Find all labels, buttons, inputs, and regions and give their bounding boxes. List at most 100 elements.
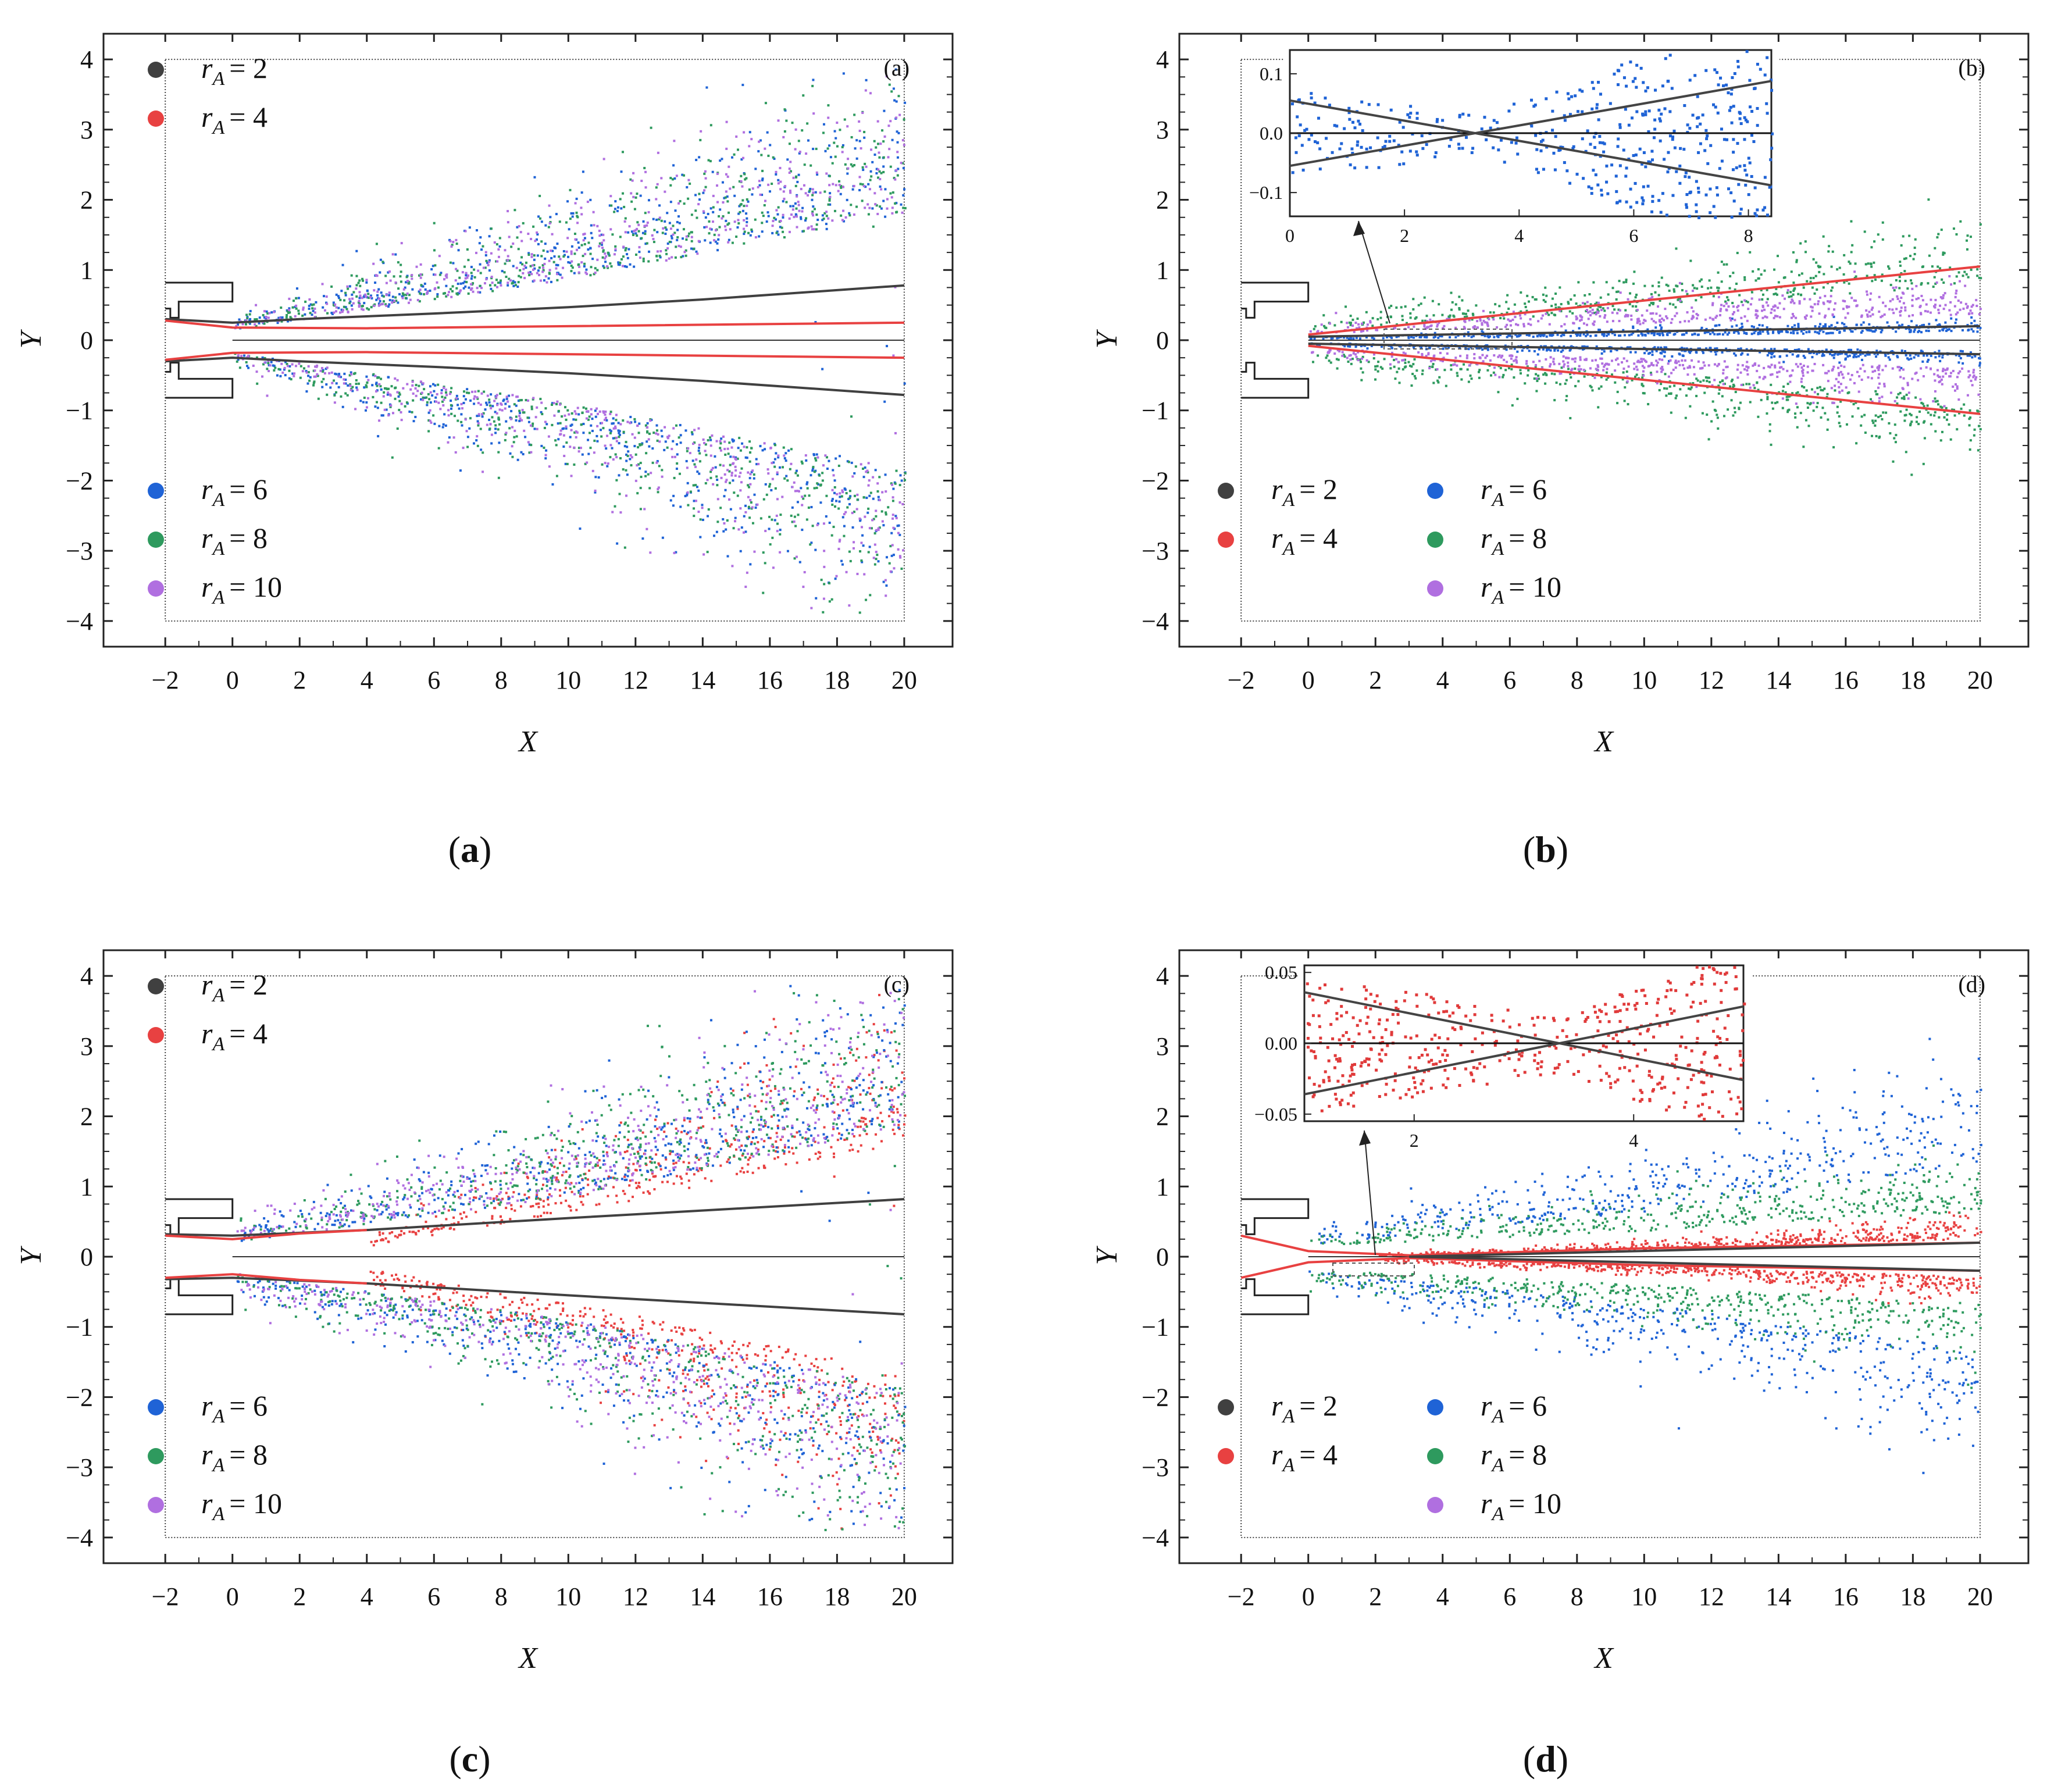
scatter-point: [1674, 306, 1677, 309]
scatter-point: [245, 319, 248, 322]
scatter-point: [777, 454, 780, 457]
scatter-point: [1792, 281, 1795, 284]
scatter-point: [811, 212, 814, 215]
scatter-point: [1550, 372, 1553, 375]
scatter-point: [657, 486, 660, 489]
scatter-point: [628, 225, 631, 228]
scatter-point: [1555, 381, 1558, 384]
scatter-point: [809, 187, 812, 190]
scatter-point: [1349, 345, 1351, 348]
scatter-point: [1611, 305, 1614, 308]
scatter-point: [684, 495, 687, 498]
scatter-point: [735, 236, 738, 238]
scatter-point: [665, 252, 668, 255]
scatter-point: [1942, 281, 1945, 284]
scatter-point: [698, 452, 701, 455]
scatter-point: [1560, 350, 1563, 353]
scatter-point: [711, 434, 714, 437]
scatter-point: [448, 393, 451, 395]
scatter-point: [455, 268, 458, 270]
scatter-point: [1557, 349, 1560, 352]
scatter-point: [1934, 411, 1937, 413]
scatter-point: [716, 242, 719, 245]
scatter-point: [870, 527, 873, 530]
scatter-point: [379, 271, 381, 274]
scatter-point: [782, 135, 785, 138]
scatter-point: [878, 170, 881, 173]
scatter-point: [235, 324, 238, 327]
scatter-point: [1521, 349, 1524, 352]
scatter-point: [479, 284, 482, 287]
scatter-point: [351, 390, 354, 393]
scatter-point: [851, 188, 854, 191]
scatter-point: [1731, 325, 1734, 328]
scatter-point: [1672, 303, 1675, 306]
scatter-point: [1811, 306, 1814, 309]
scatter-point: [1699, 280, 1702, 283]
scatter-point: [245, 313, 248, 316]
scatter-point: [476, 420, 479, 423]
scatter-point: [680, 256, 683, 259]
y-tick-label: −1: [66, 397, 93, 425]
scatter-point: [779, 466, 782, 469]
scatter-point: [709, 436, 712, 439]
scatter-point: [616, 542, 619, 545]
scatter-point: [889, 570, 892, 573]
scatter-point: [1650, 293, 1653, 295]
scatter-point: [238, 318, 241, 321]
scatter-point: [794, 202, 797, 205]
scatter-point: [512, 284, 515, 287]
scatter-point: [1534, 364, 1537, 367]
scatter-point: [591, 258, 594, 261]
scatter-point: [559, 403, 562, 406]
scatter-point: [559, 422, 562, 425]
scatter-point: [322, 369, 324, 372]
scatter-point: [1934, 379, 1937, 382]
scatter-point: [527, 271, 530, 274]
scatter-point: [440, 389, 443, 392]
scatter-point: [837, 547, 840, 550]
scatter-point: [1322, 337, 1325, 340]
scatter-point: [1916, 416, 1918, 419]
scatter-point: [1827, 250, 1830, 253]
scatter-point: [699, 536, 702, 539]
scatter-point: [1613, 334, 1616, 337]
scatter-point: [245, 361, 248, 363]
scatter-point: [1836, 411, 1839, 414]
scatter-point: [1976, 326, 1979, 329]
scatter-point: [1618, 280, 1621, 283]
scatter-point: [1736, 330, 1739, 333]
scatter-point: [729, 455, 732, 458]
scatter-point: [396, 391, 399, 394]
scatter-point: [295, 287, 298, 290]
scatter-point: [384, 303, 387, 306]
scatter-point: [465, 272, 468, 274]
scatter-point: [1673, 290, 1676, 293]
scatter-point: [693, 507, 696, 510]
scatter-point: [800, 487, 803, 490]
scatter-point: [519, 417, 522, 420]
scatter-point: [634, 232, 637, 235]
scatter-point: [584, 407, 587, 410]
scatter-point: [1351, 324, 1354, 327]
scatter-point: [1959, 350, 1962, 352]
scatter-point: [437, 383, 440, 386]
scatter-point: [865, 497, 868, 500]
scatter-point: [839, 192, 842, 195]
scatter-point: [649, 551, 652, 554]
scatter-point: [685, 459, 688, 462]
scatter-point: [733, 220, 736, 223]
scatter-point: [1746, 301, 1749, 304]
scatter-point: [794, 148, 797, 151]
scatter-point: [431, 394, 434, 397]
scatter-point: [391, 295, 394, 298]
scatter-point: [1954, 322, 1957, 324]
scatter-point: [769, 447, 772, 450]
scatter-point: [681, 173, 684, 176]
scatter-point: [1850, 348, 1853, 351]
scatter-point: [823, 565, 826, 568]
scatter-point: [1760, 273, 1763, 276]
scatter-point: [1432, 363, 1435, 366]
scatter-point: [871, 207, 874, 210]
scatter-point: [1749, 401, 1752, 404]
